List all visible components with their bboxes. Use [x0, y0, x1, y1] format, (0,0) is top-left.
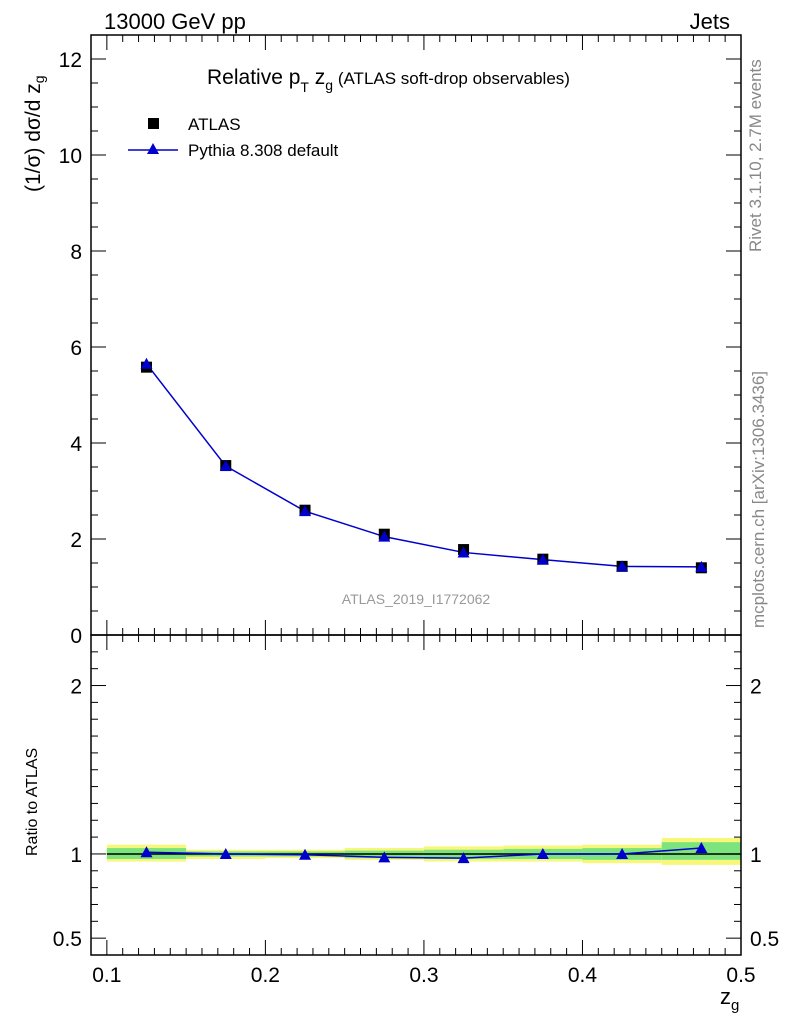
x-tick-label: 0.1	[92, 964, 121, 987]
ratio-y-tick-label-right: 2	[750, 676, 762, 699]
ratio-y-tick-label: 2	[70, 676, 82, 699]
ratio-pythia-point	[299, 848, 312, 860]
main-y-tick-label: 12	[59, 49, 82, 72]
ratio-pythia-point	[616, 847, 629, 859]
pythia-point	[616, 560, 629, 572]
ratio-pythia-point	[695, 842, 708, 854]
x-tick-label: 0.5	[726, 964, 755, 987]
ratio-data	[140, 842, 708, 864]
legend-atlas-marker	[148, 118, 159, 129]
pythia-point	[378, 530, 391, 542]
ratio-y-tick-label: 0.5	[53, 928, 82, 951]
main-x-ticks	[90, 35, 742, 635]
main-y-tick-label: 6	[70, 337, 82, 360]
main-y-tick-label: 8	[70, 241, 82, 264]
mcplots-label: mcplots.cern.ch [arXiv:1306.3436]	[749, 371, 768, 628]
ratio-pythia-line	[146, 847, 702, 859]
ratio-y-tick-label: 1	[70, 844, 82, 867]
pythia-point	[695, 560, 708, 572]
rivet-label: Rivet 3.1.10, 2.7M events	[746, 59, 765, 252]
pythia-line	[145, 363, 702, 568]
pythia-point	[457, 546, 470, 558]
main-y-tick-label: 0	[70, 625, 82, 648]
main-title: Relative pT zg (ATLAS soft-drop observab…	[207, 66, 570, 95]
ratio-y-tick-label-right: 0.5	[750, 928, 779, 951]
legend: ATLAS Pythia 8.308 default	[128, 115, 339, 160]
ratio-plot	[90, 634, 742, 956]
pythia-point	[536, 553, 549, 565]
legend-pythia-marker	[147, 143, 159, 154]
pythia-point	[140, 357, 153, 369]
legend-atlas-label: ATLAS	[188, 115, 241, 134]
main-y-tick-label: 4	[70, 433, 82, 456]
ratio-y-label: Ratio to ATLAS	[24, 748, 41, 856]
pythia-point	[299, 505, 312, 517]
main-y-ticks: 0 2 4 6 8 10 12	[59, 34, 741, 648]
legend-pythia-label: Pythia 8.308 default	[188, 141, 339, 160]
ratio-pythia-point	[457, 852, 470, 864]
main-y-tick-label: 2	[70, 529, 82, 552]
ratio-y-ticks: 0.5 0.5 1 1 2 2	[53, 634, 779, 956]
ratio-pythia-point	[140, 846, 153, 858]
main-y-tick-label: 10	[59, 145, 82, 168]
x-tick-label: 0.2	[251, 964, 280, 987]
pythia-point	[219, 460, 232, 472]
ratio-plot-frame	[90, 634, 742, 956]
main-y-label: (1/σ) dσ/d zg	[22, 75, 47, 192]
ratio-y-tick-label-right: 1	[750, 844, 762, 867]
x-tick-label: 0.4	[568, 964, 598, 987]
ratio-x-ticks: 0.1 0.2 0.3 0.4 0.5	[90, 635, 756, 987]
x-tick-label: 0.3	[409, 964, 438, 987]
header-right: Jets	[690, 9, 730, 34]
analysis-watermark: ATLAS_2019_I1772062	[342, 591, 491, 607]
ratio-bands	[106, 837, 741, 865]
ratio-pythia-point	[536, 847, 549, 859]
ratio-pythia-point	[378, 851, 391, 863]
header-left: 13000 GeV pp	[104, 9, 246, 34]
ratio-pythia-point	[219, 847, 232, 859]
x-axis-label: zg	[720, 984, 739, 1014]
main-data	[140, 357, 708, 574]
